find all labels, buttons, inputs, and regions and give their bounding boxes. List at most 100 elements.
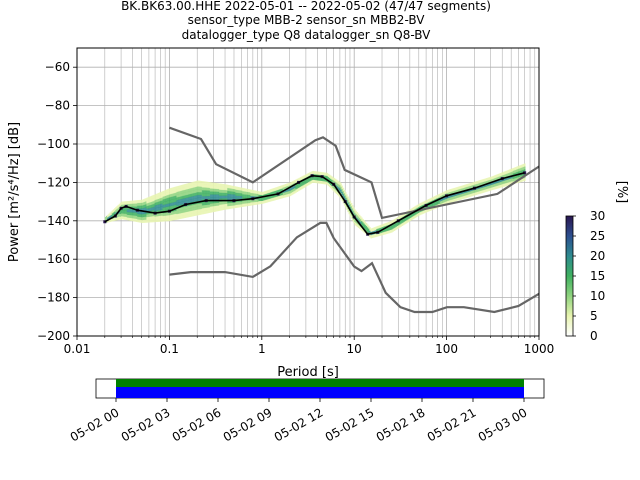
psd-bin bbox=[204, 187, 206, 191]
psd-bin bbox=[443, 191, 445, 195]
psd-bin bbox=[129, 212, 131, 216]
psd-bin bbox=[284, 191, 287, 195]
psd-bin bbox=[279, 195, 281, 200]
psd-plot: 0.01 0.1 1 10 100 1000 −200−180−160−140−120−1… bbox=[7, 47, 554, 380]
psd-bin bbox=[185, 186, 188, 190]
psd-bin bbox=[179, 207, 182, 211]
psd-bin bbox=[208, 184, 211, 188]
psd-bin bbox=[174, 186, 176, 191]
psd-bin bbox=[249, 189, 251, 193]
psd-bin bbox=[221, 201, 223, 205]
psd-bin bbox=[169, 197, 171, 201]
psd-bin bbox=[153, 209, 155, 214]
psd-bin bbox=[409, 214, 412, 219]
psd-bin bbox=[464, 192, 466, 196]
psd-bin bbox=[215, 188, 218, 192]
psd-bin bbox=[273, 187, 275, 192]
psd-bin bbox=[492, 186, 495, 190]
psd-bin bbox=[153, 194, 155, 199]
psd-bin bbox=[171, 190, 174, 194]
psd-bin bbox=[512, 170, 514, 174]
psd-bin bbox=[326, 172, 329, 177]
psd-bin bbox=[144, 216, 146, 220]
psd-bin bbox=[357, 216, 360, 220]
psd-bin bbox=[505, 176, 508, 181]
psd-bin bbox=[152, 204, 154, 208]
psd-bin bbox=[201, 202, 204, 206]
timeline-tick-label: 05-02 03 bbox=[119, 405, 173, 444]
psd-bin bbox=[498, 182, 501, 186]
psd-bin bbox=[476, 191, 479, 195]
psd-bin bbox=[212, 194, 214, 198]
psd-bin bbox=[171, 211, 174, 215]
psd-bin bbox=[336, 183, 339, 187]
psd-bin bbox=[356, 220, 359, 225]
psd-bin bbox=[349, 200, 352, 205]
psd-bin bbox=[181, 210, 183, 214]
psd-bin bbox=[513, 170, 516, 174]
psd-bin bbox=[325, 181, 327, 185]
y-tick-label: −140 bbox=[37, 214, 70, 228]
psd-bin bbox=[324, 178, 326, 182]
psd-bin bbox=[354, 212, 356, 216]
psd-bin bbox=[147, 219, 150, 223]
psd-bin bbox=[145, 213, 147, 217]
psd-bin bbox=[244, 188, 247, 192]
psd-bin bbox=[219, 183, 221, 187]
psd-bin bbox=[115, 209, 117, 213]
psd-bin bbox=[171, 187, 174, 191]
psd-bin bbox=[146, 203, 148, 207]
psd-bin bbox=[482, 184, 484, 188]
psd-bin bbox=[168, 215, 170, 219]
psd-bin bbox=[511, 181, 513, 185]
psd-bin bbox=[155, 207, 158, 211]
psd-bin bbox=[224, 200, 227, 205]
psd-bin bbox=[265, 196, 267, 200]
psd-bin bbox=[252, 193, 255, 197]
psd-bin bbox=[388, 230, 391, 234]
psd-bin bbox=[246, 191, 249, 195]
psd-bin bbox=[187, 211, 190, 215]
psd-bin bbox=[177, 216, 180, 220]
timeline-tick-label: 05-02 15 bbox=[323, 405, 377, 444]
psd-bin bbox=[402, 222, 405, 226]
psd-bin bbox=[364, 224, 367, 228]
psd-bin bbox=[367, 224, 369, 228]
psd-bin bbox=[476, 180, 479, 184]
psd-bin bbox=[187, 214, 190, 218]
psd-bin bbox=[229, 202, 232, 206]
psd-bin bbox=[140, 199, 143, 203]
colorbar-tick-label: 0 bbox=[590, 329, 598, 343]
psd-bin bbox=[200, 186, 203, 190]
psd-bin bbox=[387, 221, 390, 226]
psd-bin bbox=[155, 193, 158, 197]
psd-bin bbox=[323, 178, 325, 182]
psd-bin bbox=[457, 197, 459, 201]
psd-bin bbox=[470, 190, 473, 194]
psd-bin bbox=[178, 207, 181, 211]
psd-bin bbox=[154, 219, 156, 223]
psd-bin bbox=[141, 214, 144, 218]
psd-bin bbox=[116, 206, 118, 210]
psd-bin bbox=[208, 209, 211, 213]
psd-bin bbox=[194, 209, 197, 213]
psd-bin bbox=[377, 225, 379, 229]
psd-bin bbox=[213, 197, 215, 201]
psd-bin bbox=[495, 186, 497, 190]
psd-bin bbox=[178, 210, 181, 214]
psd-bin bbox=[455, 192, 458, 196]
psd-bin bbox=[461, 185, 464, 189]
colorbar-label: [%] bbox=[614, 181, 629, 204]
psd-bin bbox=[392, 228, 394, 232]
psd-bin bbox=[346, 197, 348, 201]
psd-bin bbox=[140, 211, 143, 215]
psd-bin bbox=[207, 201, 210, 205]
psd-bin bbox=[362, 228, 364, 232]
psd-bin bbox=[168, 191, 170, 195]
psd-bin bbox=[514, 175, 517, 179]
psd-bin bbox=[221, 186, 223, 190]
psd-bin bbox=[142, 202, 145, 206]
psd-bin bbox=[382, 232, 384, 236]
psd-bin bbox=[447, 197, 450, 201]
